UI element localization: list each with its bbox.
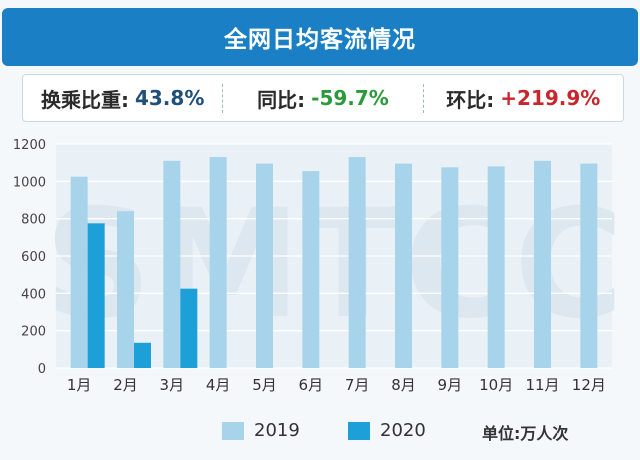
bar-2019 (534, 160, 551, 368)
stat-value: -59.7% (311, 86, 389, 110)
y-tick-label: 1200 (13, 138, 46, 153)
y-tick-label: 400 (21, 287, 46, 302)
x-tick-label: 1月 (67, 376, 92, 394)
watermark: SMTCC (44, 178, 624, 352)
bar-2019 (163, 160, 181, 368)
y-tick-label: 200 (21, 325, 46, 340)
bar-2020 (134, 342, 151, 368)
bar-2019 (70, 176, 88, 368)
y-tick-label: 800 (21, 213, 46, 228)
legend: 2019 2020 (0, 420, 640, 444)
legend-item-2020: 2020 (348, 420, 426, 441)
x-tick-label: 7月 (345, 376, 370, 394)
x-tick-label: 12月 (572, 376, 606, 394)
title-banner: 全网日均客流情况 (2, 8, 638, 66)
bar-2020 (87, 223, 105, 368)
legend-item-2019: 2019 (222, 420, 300, 441)
stat-month-over-month: 环比: +219.9% (422, 83, 623, 113)
x-tick-label: 2月 (113, 376, 138, 394)
legend-label: 2019 (254, 420, 300, 441)
legend-swatch (222, 421, 244, 440)
x-tick-label: 10月 (479, 376, 513, 394)
x-tick-label: 9月 (438, 376, 463, 394)
bar-2019 (487, 166, 505, 368)
chart-title: 全网日均客流情况 (224, 27, 416, 53)
bar-chart: SMTCC 0 200 400 600 800 1000 1200 1月 2月 3月 4月 5月 6月 7月… (13, 138, 624, 394)
unit-label: 单位:万人次 (482, 424, 569, 443)
x-tick-label: 4月 (206, 376, 231, 394)
stat-value: 43.8% (134, 86, 205, 110)
stat-label: 环比: (446, 87, 495, 112)
y-tick-label: 1000 (13, 175, 46, 190)
stat-label: 换乘比重: (40, 87, 129, 112)
y-tick-label: 600 (21, 250, 46, 265)
stat-year-over-year: 同比: -59.7% (222, 83, 422, 113)
stat-label: 同比: (257, 87, 306, 112)
bar-2019 (302, 171, 320, 368)
y-tick-label: 0 (38, 362, 46, 377)
legend-swatch (348, 421, 370, 440)
x-tick-label: 5月 (252, 376, 277, 394)
bar-2019 (256, 163, 273, 368)
stat-transfer-ratio: 换乘比重: 43.8% (23, 84, 222, 113)
bar-2019 (441, 167, 459, 368)
legend-label: 2020 (380, 420, 426, 441)
bar-2019 (117, 211, 134, 368)
bar-2019 (348, 157, 366, 368)
x-tick-label: 3月 (160, 376, 185, 394)
stats-bar: 换乘比重: 43.8% 同比: -59.7% 环比: +219.9% (22, 74, 624, 122)
bar-2020 (180, 288, 198, 368)
bar-2019 (209, 157, 227, 368)
bar-2019 (395, 163, 412, 368)
x-tick-label: 11月 (525, 376, 559, 394)
bar-2019 (580, 163, 598, 368)
x-tick-label: 8月 (391, 376, 416, 394)
stat-value: +219.9% (500, 86, 601, 110)
x-tick-label: 6月 (299, 376, 324, 394)
